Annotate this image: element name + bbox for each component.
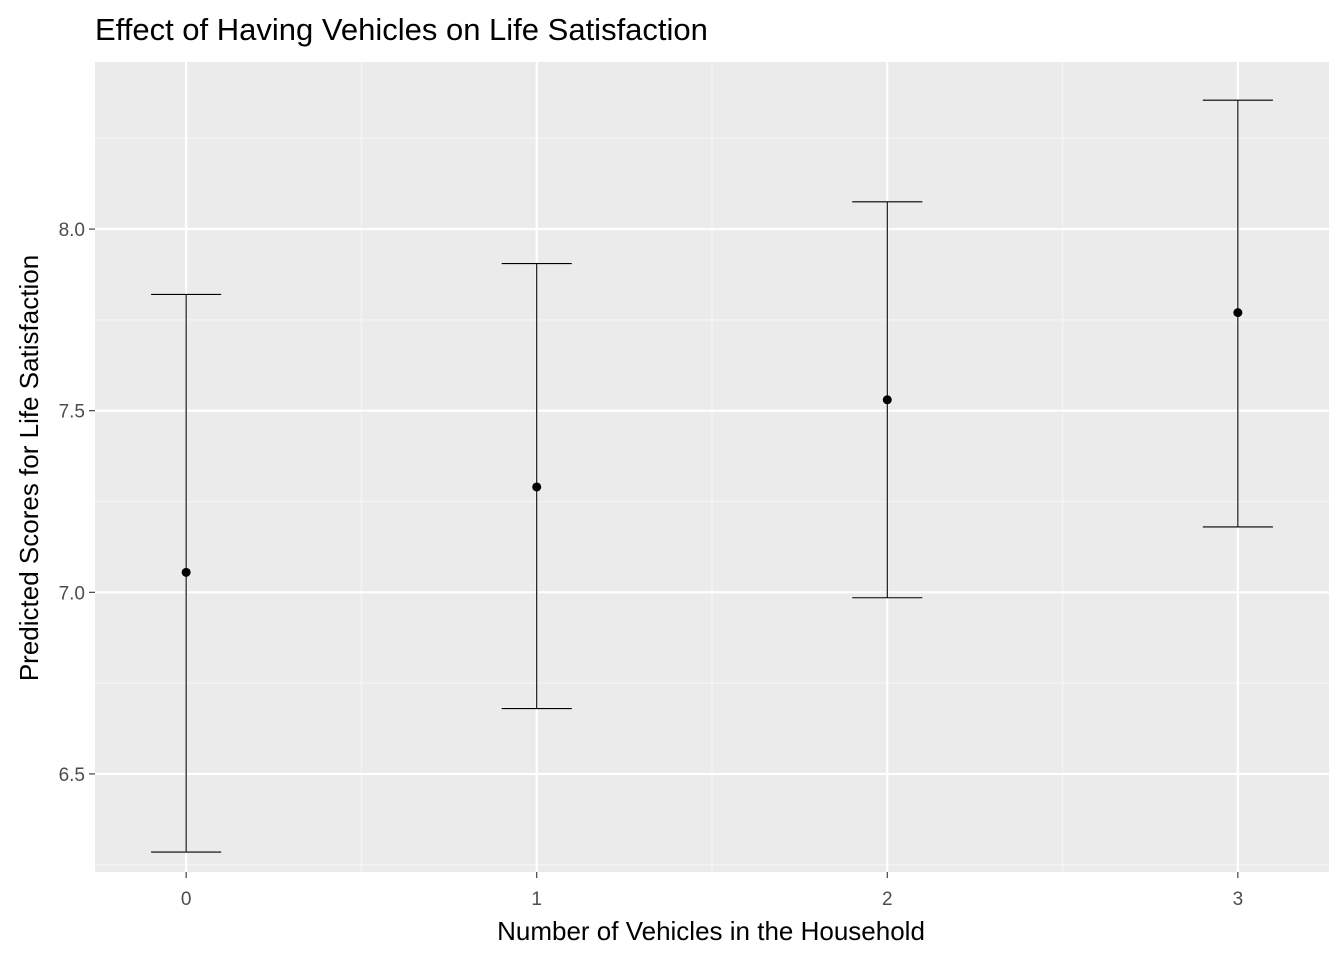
y-axis-title: Predicted Scores for Life Satisfaction <box>14 255 44 681</box>
x-tick-label: 1 <box>531 889 542 910</box>
data-point-1 <box>532 482 542 492</box>
data-point-2 <box>882 395 892 405</box>
data-point-3 <box>1233 308 1243 318</box>
data-points <box>181 308 1243 577</box>
y-tick-label: 6.5 <box>59 765 85 786</box>
x-tick-label: 3 <box>1233 889 1244 910</box>
data-point-0 <box>181 567 191 577</box>
grid-minor-lines <box>95 62 1329 872</box>
x-axis-title: Number of Vehicles in the Household <box>497 916 925 946</box>
x-tick-label: 0 <box>181 889 192 910</box>
y-tick-label: 8.0 <box>59 220 85 241</box>
y-axis-ticks: 6.5 7.0 7.5 8.0 <box>59 220 95 786</box>
y-tick-label: 7.5 <box>59 402 85 423</box>
chart-title: Effect of Having Vehicles on Life Satisf… <box>95 12 708 47</box>
x-axis-ticks: 0 1 2 3 <box>181 872 1243 910</box>
y-tick-label: 7.0 <box>59 583 85 604</box>
x-tick-label: 2 <box>882 889 893 910</box>
